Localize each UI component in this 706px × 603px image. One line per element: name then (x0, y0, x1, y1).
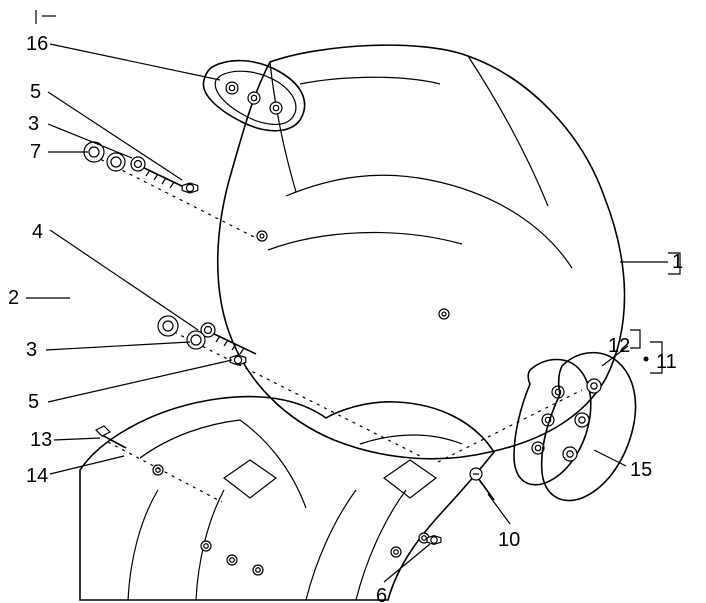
callout-5a: 5 (30, 82, 41, 102)
diagram-canvas: 12334556710111213141516 (0, 0, 706, 603)
callout-3b: 3 (26, 340, 37, 360)
callout-5b: 5 (28, 392, 39, 412)
callout-11: 11 (656, 352, 677, 372)
callout-7: 7 (30, 142, 41, 162)
callout-3a: 3 (28, 114, 39, 134)
callout-2: 2 (8, 288, 19, 308)
callout-13: 13 (30, 430, 52, 450)
callout-16: 16 (26, 34, 48, 54)
callout-15: 15 (630, 460, 652, 480)
callout-6: 6 (376, 586, 387, 603)
callout-10: 10 (498, 530, 520, 550)
callout-12: 12 (608, 336, 630, 356)
callout-4: 4 (32, 222, 43, 242)
drawing-svg (0, 0, 706, 603)
callout-1: 1 (672, 252, 683, 272)
callout-14: 14 (26, 466, 48, 486)
